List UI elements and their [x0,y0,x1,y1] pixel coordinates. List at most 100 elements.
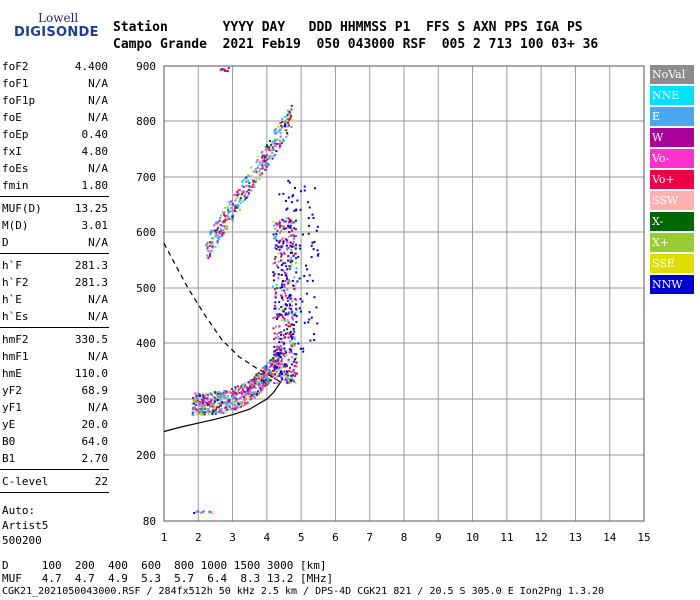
echo-point [218,238,221,240]
echo-point [195,403,198,406]
echo-point [193,512,196,514]
echo-point [212,410,215,413]
echo-point [277,142,280,145]
echo-point [265,165,268,168]
echo-point [290,114,293,117]
param-name: fmin [2,179,29,192]
echo-point [280,358,283,361]
echo-point [292,298,295,301]
echo-point [216,229,219,232]
legend-item: E [650,107,694,126]
echo-point [249,385,252,388]
echo-point [244,384,247,387]
param-value: 330.5 [74,333,108,346]
echo-point [277,260,280,263]
echo-point [199,404,202,407]
echo-point [314,187,317,190]
echo-point [315,229,318,232]
echo-point [280,264,283,267]
echo-point [210,231,213,234]
echo-point [290,347,293,350]
echo-point [234,199,237,202]
echo-point [209,253,212,256]
echo-point [222,391,225,394]
echo-point [248,395,251,398]
echo-point [289,259,291,262]
echo-point [270,362,273,365]
echo-point [243,403,246,406]
echo-point [275,224,278,227]
echo-point [278,220,281,223]
echo-point [276,222,279,225]
echo-point [282,310,285,313]
echo-point [297,342,300,345]
echo-point [244,394,247,397]
echo-point [242,383,245,386]
echo-point [236,196,239,199]
echo-point [217,402,220,405]
x-tick-label: 15 [637,531,650,544]
echo-point [275,291,278,294]
echo-point [256,166,259,169]
echo-point [225,400,228,403]
param-row: C-level 22 [2,473,108,491]
echo-point [293,187,296,189]
echo-point [270,359,273,362]
echo-point [272,327,275,330]
echo-point [225,390,228,393]
echo-point [294,362,297,365]
echo-point [274,355,277,358]
echo-point [249,379,252,382]
echo-point [284,220,287,223]
echo-point [258,161,261,164]
echo-point [231,219,234,222]
echo-point [280,251,282,254]
echo-point [274,349,277,352]
echo-point [264,383,267,386]
echo-point [206,403,209,406]
echo-point [310,316,313,319]
echo-point [285,208,288,211]
echo-point [287,121,290,124]
auto-line: 500200 [2,534,42,547]
echo-point [198,410,200,413]
echo-point [239,194,242,197]
echo-point [316,254,319,257]
echo-point [269,361,272,364]
echo-point [294,288,297,291]
echo-point [287,259,290,262]
echo-point [283,352,286,355]
echo-point [224,206,227,209]
echo-point [273,373,276,376]
echo-point [218,410,221,413]
echo-point [275,337,278,340]
echo-point [276,355,279,358]
echo-point [228,400,231,403]
echo-point [241,190,244,193]
echo-point [285,265,288,268]
echo-point [272,366,275,368]
echo-point [254,387,257,389]
echo-point [295,299,298,302]
echo-point [276,287,279,290]
echo-point [217,236,220,239]
echo-point [285,323,288,326]
echo-point [308,274,311,277]
echo-point [263,376,265,378]
echo-point [219,217,222,219]
echo-point [254,168,257,171]
echo-point [278,313,281,316]
echo-point [226,398,229,401]
echo-point [262,372,265,375]
echo-point [292,318,294,321]
echo-point [243,392,246,395]
echo-point [210,403,212,406]
echo-point [221,395,224,398]
y-tick-label: 80 [143,515,156,528]
echo-point [207,241,210,243]
echo-point [231,392,234,395]
separator [0,327,109,328]
echo-point [286,241,289,244]
echo-point [281,218,284,221]
echo-point [237,192,240,195]
